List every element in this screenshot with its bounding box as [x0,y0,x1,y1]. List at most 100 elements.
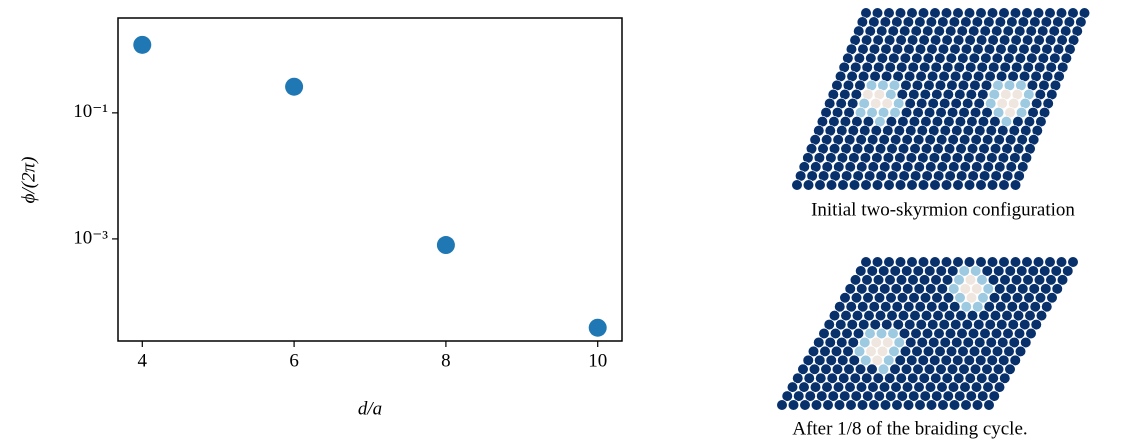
lattice-site [847,336,859,349]
lattice-site [944,327,957,340]
lattice-site [894,256,907,268]
lattice-site [925,399,938,411]
lattice-site [914,399,926,411]
lattice-site [861,274,873,286]
lattice-site [938,318,950,331]
lattice-site [802,179,815,191]
lattice-site [843,363,855,375]
point [436,236,455,255]
lattice-site [933,327,945,340]
lattice-site [849,372,861,384]
lattice-site [920,310,933,322]
lattice-site [986,354,998,366]
lattice-image [776,256,1079,411]
lattice-site [986,179,999,191]
y-tick-label: 10⁻¹ [73,101,108,122]
lattice-site [900,363,913,375]
lattice-site [1050,265,1062,277]
lattice-site [937,399,949,411]
lattice-site [1041,301,1053,313]
lattice-site [940,256,953,268]
lattice-site [1014,345,1027,357]
lattice-site [808,363,821,375]
lattice-site [963,179,976,191]
lattice-site [809,381,822,393]
lattice-site [906,256,918,268]
lattice-site [962,336,974,349]
lattice-site [1012,310,1025,322]
lattice-site [837,179,849,191]
lattice-site [1028,283,1040,295]
lattice-site [909,310,921,322]
lattice-site [893,336,905,349]
lattice-site [867,381,879,393]
lattice-site [972,301,984,313]
lattice-site [813,336,825,349]
lattice-site [867,283,879,295]
lattice-site [982,283,994,295]
lattice-site [868,301,880,313]
lattice-site [875,327,888,340]
lattice-site [969,363,982,375]
lattice-site [803,372,815,384]
lattice-site [907,274,919,286]
lattice-site [939,336,951,349]
lattice-site [934,345,946,357]
lattice-site [931,292,943,304]
plot-frame [117,17,623,342]
x-tick-label: 8 [441,350,451,371]
lattice-site [958,363,970,375]
lattice-site [987,274,1000,286]
lattice-site [1019,318,1031,331]
lattice-site [855,265,867,277]
lattice-site [818,327,830,340]
lattice-site [856,283,868,295]
lattice-site [895,372,907,384]
lattice-site [873,292,886,304]
lattice-site [878,265,890,277]
lattice-site [838,372,850,384]
lattice-site [1056,274,1069,286]
lattice-site [930,372,942,384]
lattice-site [902,399,915,411]
lattice-site [894,354,906,366]
lattice-site [835,318,847,331]
lattice-site [816,390,828,402]
lattice-site [1039,265,1051,277]
lattice-site [827,390,839,402]
lattice-site [954,390,966,402]
lattice-site [948,399,961,411]
lattice-site [822,399,834,411]
lattice-site [849,274,862,286]
lattice-site [887,327,899,340]
lattice-site [946,363,959,375]
lattice-site [799,399,811,411]
lattice-site [1009,354,1021,366]
lattice-site [924,381,937,393]
lattice-site [798,381,810,393]
lattice-site [945,345,958,357]
lattice-site [885,390,897,402]
lattice-site [889,265,901,277]
lattice-site [865,345,877,357]
lattice-site [901,265,913,277]
lattice-site [858,318,870,331]
point [285,77,304,96]
lattice-site [981,363,993,375]
lattice-site [922,345,935,357]
lattice-site [872,274,885,286]
lattice-site [906,179,918,191]
lattice-site [898,327,911,340]
lattice-site [924,265,936,277]
lattice-site [931,390,943,402]
lattice-site [970,265,982,277]
lattice-site [797,363,809,375]
lattice-site [952,256,964,268]
lattice-site [792,372,804,384]
lattice-site [908,390,920,402]
lattice-site [961,318,973,331]
lattice-site [878,381,891,393]
lattice-site [871,354,883,366]
lattice-site [896,390,908,402]
lattice-site [974,336,986,349]
